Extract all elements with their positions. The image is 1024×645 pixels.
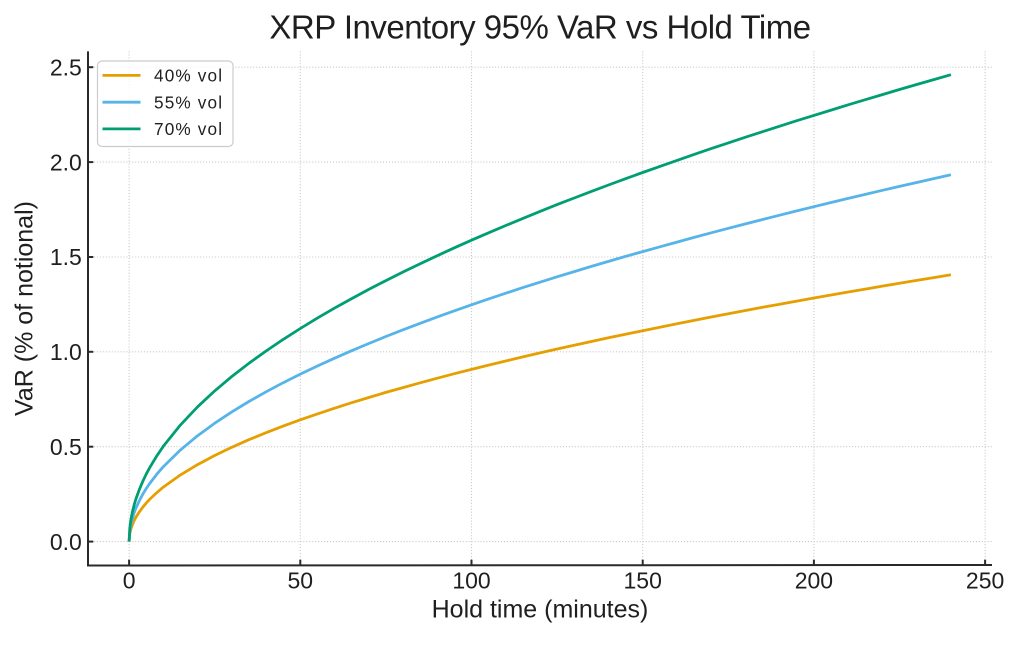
svg-text:1.5: 1.5 bbox=[50, 244, 82, 270]
svg-text:VaR (% of notional): VaR (% of notional) bbox=[11, 201, 39, 416]
svg-text:XRP Inventory 95% VaR vs Hold: XRP Inventory 95% VaR vs Hold Time bbox=[269, 9, 810, 46]
svg-text:200: 200 bbox=[795, 568, 833, 594]
svg-text:Hold time (minutes): Hold time (minutes) bbox=[432, 595, 649, 623]
svg-text:40% vol: 40% vol bbox=[154, 66, 223, 86]
svg-text:150: 150 bbox=[624, 568, 662, 594]
svg-text:50: 50 bbox=[288, 568, 314, 594]
svg-text:0: 0 bbox=[123, 568, 136, 594]
svg-text:0.0: 0.0 bbox=[50, 529, 82, 555]
svg-text:55% vol: 55% vol bbox=[154, 93, 223, 113]
svg-text:1.0: 1.0 bbox=[50, 339, 82, 365]
svg-text:2.0: 2.0 bbox=[50, 149, 82, 175]
svg-text:0.5: 0.5 bbox=[50, 434, 82, 460]
svg-text:2.5: 2.5 bbox=[50, 54, 82, 80]
svg-text:250: 250 bbox=[966, 568, 1004, 594]
svg-text:100: 100 bbox=[452, 568, 490, 594]
svg-text:70% vol: 70% vol bbox=[154, 119, 223, 139]
